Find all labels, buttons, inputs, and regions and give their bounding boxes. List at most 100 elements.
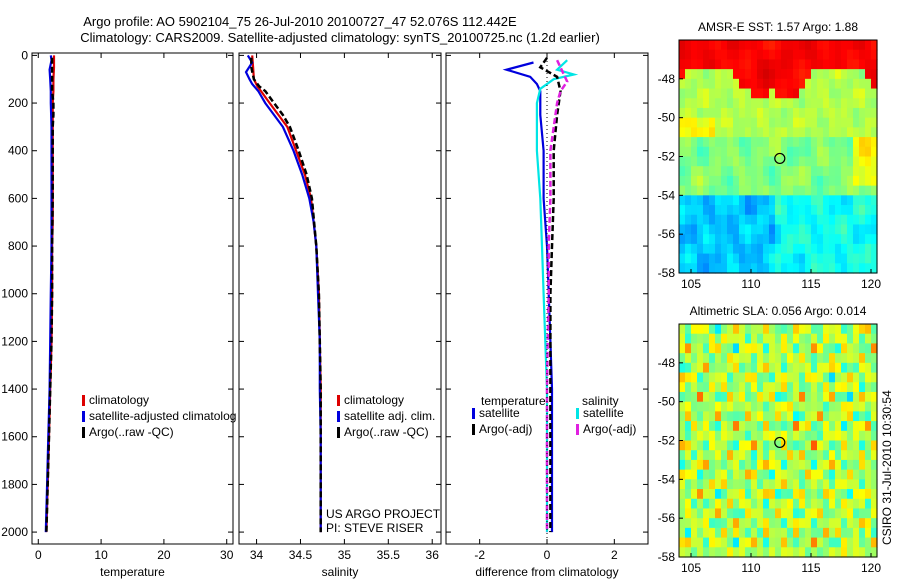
sst-heatmap-cell bbox=[781, 78, 788, 90]
sst-heatmap-cell bbox=[739, 195, 746, 206]
diff-legend-sal-satellite-swatch bbox=[576, 408, 579, 419]
sst-heatmap-cell bbox=[835, 214, 842, 226]
sla-heatmap-cell bbox=[751, 391, 758, 403]
sst-heatmap-cell bbox=[841, 40, 848, 51]
sst-heatmap-cell bbox=[721, 243, 728, 255]
sst-heatmap-cell bbox=[757, 156, 764, 167]
sst-heatmap-cell bbox=[847, 117, 854, 128]
sla-heatmap-cell bbox=[769, 430, 776, 442]
sla-heatmap-cell bbox=[685, 518, 692, 529]
sla-ytick-label: -56 bbox=[658, 511, 676, 525]
sst-heatmap-cell bbox=[775, 137, 782, 148]
sst-heatmap-cell bbox=[757, 195, 764, 206]
sst-heatmap-cell bbox=[715, 156, 722, 167]
sla-heatmap-cell bbox=[775, 479, 782, 490]
sla-heatmap-cell bbox=[823, 537, 830, 548]
sla-heatmap-cell bbox=[679, 382, 686, 393]
sal-series-satellite bbox=[244, 54, 322, 533]
sst-heatmap-cell bbox=[691, 98, 698, 109]
sst-heatmap-cell bbox=[691, 185, 698, 196]
sla-heatmap-cell bbox=[757, 440, 764, 451]
sla-heatmap-cell bbox=[829, 421, 836, 432]
sst-heatmap-cell bbox=[853, 195, 860, 206]
sla-heatmap-cell bbox=[775, 324, 782, 335]
sla-heatmap-cell bbox=[865, 421, 872, 432]
sla-heatmap-cell bbox=[703, 421, 710, 432]
sst-heatmap-cell bbox=[715, 175, 722, 187]
sla-heatmap-cell bbox=[829, 430, 836, 442]
sst-heatmap-cell bbox=[691, 175, 698, 187]
sst-heatmap-cell bbox=[751, 195, 758, 206]
sst-heatmap-cell bbox=[835, 117, 842, 128]
sst-heatmap-cell bbox=[781, 40, 788, 51]
sst-heatmap-cell bbox=[805, 166, 812, 177]
sst-heatmap-cell bbox=[781, 243, 788, 255]
sla-heatmap-cell bbox=[787, 372, 794, 383]
sla-heatmap-cell bbox=[703, 527, 710, 539]
sla-heatmap-cell bbox=[763, 527, 770, 539]
sst-heatmap-cell bbox=[829, 175, 836, 187]
sst-heatmap-cell bbox=[757, 243, 764, 255]
sla-heatmap-cell bbox=[685, 489, 692, 500]
sst-heatmap-cell bbox=[823, 185, 830, 196]
sla-heatmap-cell bbox=[715, 353, 722, 364]
sla-heatmap-cell bbox=[847, 537, 854, 548]
sst-heatmap-cell bbox=[745, 98, 752, 109]
sst-heatmap-cell bbox=[727, 263, 734, 274]
sla-heatmap-cell bbox=[871, 537, 878, 548]
sla-ytick-label: -58 bbox=[658, 550, 676, 564]
sla-heatmap-cell bbox=[733, 469, 740, 480]
sst-heatmap-cell bbox=[763, 234, 770, 245]
sla-heatmap-cell bbox=[829, 508, 836, 519]
sla-heatmap-cell bbox=[769, 479, 776, 490]
sst-heatmap-cell bbox=[787, 40, 794, 51]
sst-heatmap-cell bbox=[775, 195, 782, 206]
sst-heatmap-cell bbox=[853, 107, 860, 119]
sst-heatmap-cell bbox=[733, 78, 740, 90]
sst-heatmap-cell bbox=[757, 40, 764, 51]
sal-xtick-label: 34 bbox=[250, 548, 264, 562]
sla-heatmap-cell bbox=[799, 324, 806, 335]
sst-heatmap-cell bbox=[757, 234, 764, 245]
sst-heatmap-cell bbox=[769, 59, 776, 70]
sst-heatmap-cell bbox=[781, 224, 788, 235]
temp-legend-1-label: satellite-adjusted climatolog bbox=[89, 409, 236, 423]
sla-heatmap-cell bbox=[805, 440, 812, 451]
sst-heatmap-cell bbox=[799, 69, 806, 80]
sst-heatmap-cell bbox=[865, 195, 872, 206]
sla-heatmap-cell bbox=[751, 459, 758, 471]
sst-heatmap-cell bbox=[871, 69, 878, 80]
sla-heatmap-cell bbox=[703, 498, 710, 510]
sst-heatmap-cell bbox=[787, 166, 794, 177]
sla-heatmap-cell bbox=[697, 518, 704, 529]
sla-heatmap-cell bbox=[847, 469, 854, 480]
sst-heatmap-cell bbox=[757, 127, 764, 138]
sst-heatmap-cell bbox=[691, 166, 698, 177]
sst-heatmap-cell bbox=[739, 88, 746, 99]
sst-heatmap-cell bbox=[841, 263, 848, 274]
sst-heatmap-cell bbox=[769, 88, 776, 99]
sla-heatmap-cell bbox=[685, 421, 692, 432]
diff-series-sal-satellite bbox=[535, 59, 579, 533]
sla-heatmap-cell bbox=[871, 459, 878, 471]
sst-heatmap-cell bbox=[703, 59, 710, 70]
sst-heatmap-cell bbox=[679, 88, 686, 99]
sla-heatmap-cell bbox=[823, 479, 830, 490]
sst-heatmap-cell bbox=[739, 166, 746, 177]
sst-heatmap-cell bbox=[739, 98, 746, 109]
sst-heatmap-cell bbox=[709, 166, 716, 177]
sla-heatmap-cell bbox=[865, 450, 872, 461]
sla-heatmap-cell bbox=[691, 450, 698, 461]
sal-legend-0-swatch bbox=[337, 395, 340, 406]
sst-heatmap-cell bbox=[865, 127, 872, 138]
sst-heatmap-cell bbox=[847, 107, 854, 119]
sla-heatmap-cell bbox=[835, 391, 842, 403]
sst-heatmap-cell bbox=[745, 127, 752, 138]
sst-heatmap-cell bbox=[775, 156, 782, 167]
sst-heatmap-cell bbox=[853, 166, 860, 177]
sla-heatmap-cell bbox=[697, 382, 704, 393]
sst-heatmap-cell bbox=[727, 146, 734, 158]
sla-heatmap-cell bbox=[703, 343, 710, 354]
sla-heatmap-cell bbox=[799, 459, 806, 471]
sst-heatmap-cell bbox=[685, 137, 692, 148]
